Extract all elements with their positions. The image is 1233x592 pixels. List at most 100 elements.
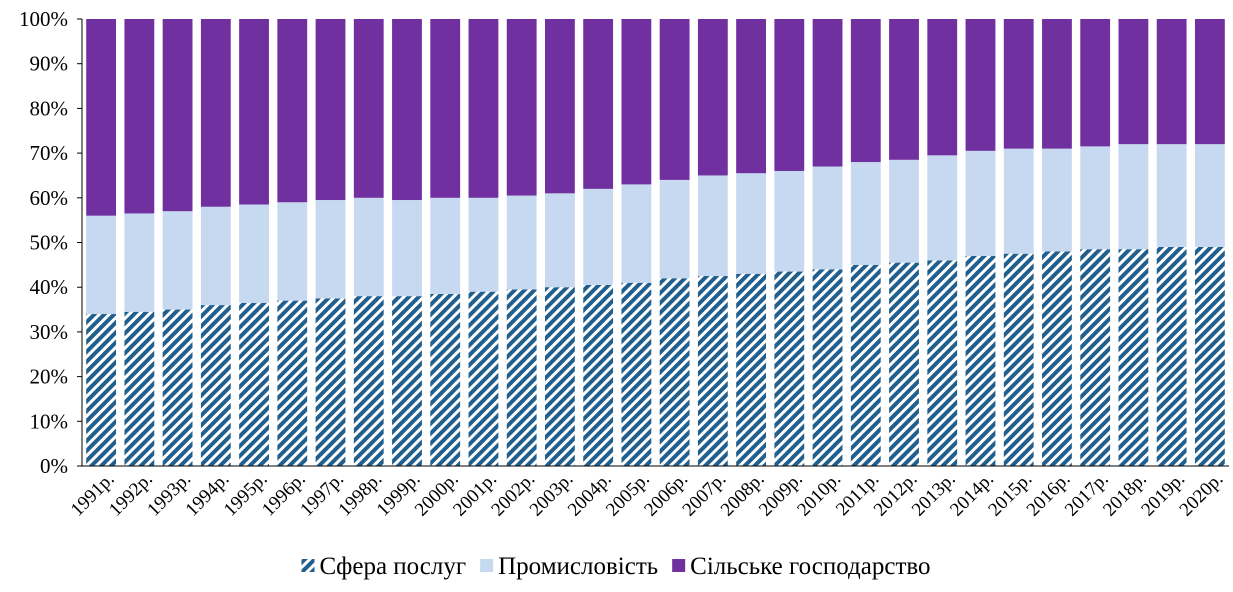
bar-agriculture <box>239 19 269 205</box>
bar-agriculture <box>506 19 537 196</box>
bar-industry <box>430 197 461 294</box>
legend-label: Сільське господарство <box>690 553 930 580</box>
bar-services <box>506 289 537 466</box>
y-tick-label: 90% <box>30 52 69 76</box>
bar-industry <box>239 204 269 303</box>
y-tick-label: 80% <box>30 96 69 120</box>
bar-agriculture <box>468 19 499 198</box>
legend-label: Сфера послуг <box>319 553 466 580</box>
bar-agriculture <box>889 19 919 160</box>
bar-services <box>850 264 881 466</box>
y-tick-label: 30% <box>30 320 69 344</box>
y-tick-label: 40% <box>30 275 69 299</box>
bar-industry <box>277 202 308 301</box>
bar-services <box>774 271 805 466</box>
bar-agriculture <box>1003 19 1034 149</box>
bar-services <box>659 278 690 466</box>
legend-label: Промисловість <box>498 553 658 580</box>
bar-agriculture <box>277 19 308 203</box>
bar-services <box>430 293 461 466</box>
bar-industry <box>889 159 919 263</box>
bar-agriculture <box>162 19 193 212</box>
bar-services <box>392 296 422 466</box>
bar-industry <box>545 193 575 288</box>
bar-agriculture <box>86 19 117 216</box>
bar-services <box>468 291 499 466</box>
bar-services <box>1080 249 1111 466</box>
bar-services <box>1118 249 1149 466</box>
bar-services <box>86 314 117 466</box>
y-axis: 0% 10% 20% 30% 40% 50% 60% 70% 80% 90% 100% <box>19 7 83 478</box>
bar-agriculture <box>774 19 805 171</box>
bar-agriculture <box>697 19 728 176</box>
bars <box>86 19 1225 466</box>
bar-industry <box>392 200 422 297</box>
bar-services <box>927 260 958 466</box>
bar-agriculture <box>545 19 575 194</box>
bar-services <box>583 284 614 466</box>
bar-agriculture <box>1118 19 1149 145</box>
bar-industry <box>468 197 499 292</box>
y-tick-label: 50% <box>30 231 69 255</box>
bar-services <box>277 300 308 466</box>
bar-industry <box>583 188 614 285</box>
bar-agriculture <box>1194 19 1225 145</box>
x-axis: 1991р.1992р.1993р.1994р.1995р.1996р.1997… <box>67 465 1229 521</box>
bar-agriculture <box>659 19 690 180</box>
bar-industry <box>812 166 843 270</box>
bar-industry <box>965 150 996 256</box>
x-tick-label: 2010р. <box>793 469 845 521</box>
bar-industry <box>1003 148 1034 254</box>
bar-services <box>889 262 919 466</box>
bar-industry <box>506 195 537 290</box>
bar-agriculture <box>1080 19 1111 147</box>
bar-agriculture <box>1156 19 1187 145</box>
bar-agriculture <box>736 19 766 174</box>
bar-agriculture <box>927 19 958 156</box>
bar-services <box>965 255 996 466</box>
y-tick-label: 70% <box>30 141 69 165</box>
y-tick-label: 100% <box>19 7 68 31</box>
y-tick-label: 10% <box>30 409 69 433</box>
bar-agriculture <box>583 19 614 189</box>
bar-services <box>124 311 155 466</box>
bar-industry <box>1118 144 1149 250</box>
bar-services <box>545 287 575 466</box>
bar-industry <box>315 200 346 299</box>
legend-swatch <box>672 559 686 572</box>
bar-services <box>1156 246 1187 466</box>
x-tick-label: 2020р. <box>1176 469 1228 521</box>
bar-services <box>1194 246 1225 466</box>
legend-swatch <box>301 559 315 572</box>
bar-services <box>353 296 384 466</box>
bar-agriculture <box>1042 19 1072 149</box>
bar-services <box>1042 251 1072 466</box>
bar-agriculture <box>353 19 384 198</box>
bar-agriculture <box>430 19 461 198</box>
bar-industry <box>200 206 231 306</box>
bar-industry <box>621 184 652 283</box>
bar-agriculture <box>315 19 346 201</box>
bar-industry <box>86 215 117 315</box>
bar-industry <box>1080 146 1111 250</box>
bar-industry <box>927 155 958 261</box>
bar-services <box>812 269 843 466</box>
bar-services <box>621 282 652 466</box>
legend: Сфера послуг Промисловість Сільське господ… <box>301 553 931 580</box>
y-tick-label: 20% <box>30 365 69 389</box>
y-tick-label: 60% <box>30 186 69 210</box>
bar-industry <box>1042 148 1072 252</box>
bar-industry <box>659 179 690 279</box>
bar-services <box>200 305 231 466</box>
bar-agriculture <box>850 19 881 163</box>
bar-agriculture <box>392 19 422 201</box>
bar-services <box>239 302 269 466</box>
bar-services <box>1003 253 1034 466</box>
bar-industry <box>850 162 881 265</box>
bar-industry <box>1156 144 1187 247</box>
bar-industry <box>736 173 766 274</box>
legend-swatch <box>480 559 494 572</box>
y-tick-label: 0% <box>40 454 68 478</box>
